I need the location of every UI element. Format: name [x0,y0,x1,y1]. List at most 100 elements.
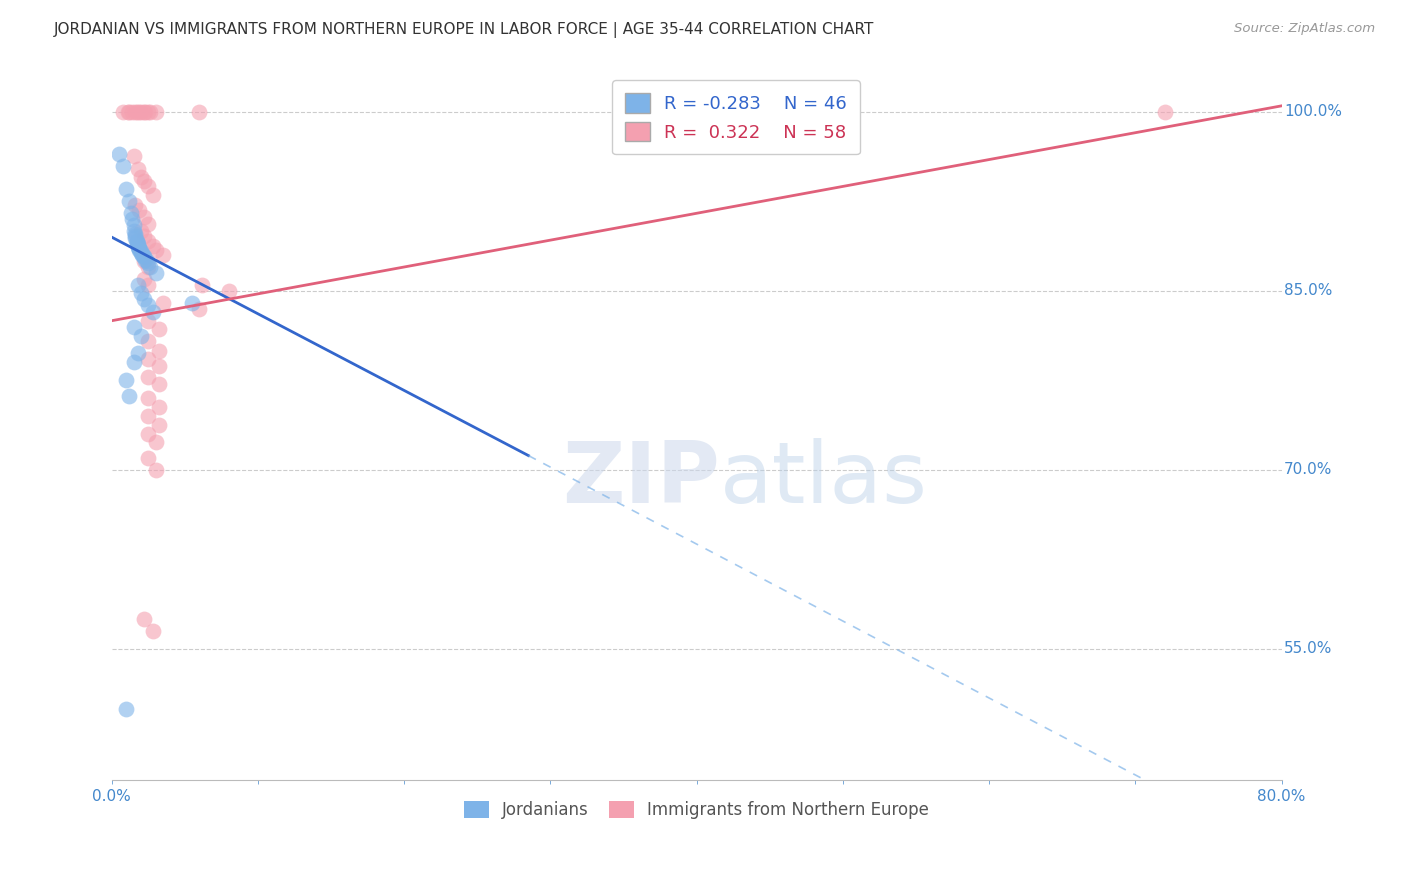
Point [118,104,141,119]
Point [117,104,139,119]
Point [1372,104,1395,119]
Point [122,319,145,334]
Point [127,277,149,292]
Point [136,369,159,384]
Point [132,229,155,244]
Point [145,244,167,258]
Point [115,701,138,715]
Point [136,409,159,424]
Point [115,373,138,387]
Point [148,359,170,373]
Point [136,392,159,406]
Point [112,104,135,119]
Point [136,351,159,366]
Text: 70.0%: 70.0% [1284,462,1333,477]
Point [136,256,159,270]
Point [124,231,146,245]
Point [129,224,152,238]
Point [152,248,174,262]
Point [132,292,155,306]
Point [191,277,214,292]
Point [134,104,156,119]
Legend: Jordanians, Immigrants from Northern Europe: Jordanians, Immigrants from Northern Eur… [457,794,936,826]
Point [136,450,159,465]
Point [142,238,165,252]
Point [148,343,170,358]
Point [136,314,159,328]
Point [145,266,167,280]
Point [148,417,170,432]
Point [129,170,152,185]
Point [129,244,152,259]
Point [127,240,149,254]
Point [136,178,159,193]
Point [128,244,150,258]
Point [181,295,204,310]
Point [124,227,146,241]
Point [142,305,165,319]
Y-axis label: In Labor Force | Age 35-44: In Labor Force | Age 35-44 [0,316,8,528]
Point [138,260,160,274]
Point [132,612,155,626]
Point [121,212,143,227]
Point [188,104,211,119]
Point [218,284,240,298]
Text: atlas: atlas [720,438,928,521]
Point [127,162,149,177]
Point [136,217,159,231]
Point [148,400,170,414]
Point [132,104,155,119]
Point [129,286,152,301]
Point [152,295,174,310]
Text: 55.0%: 55.0% [1284,641,1333,657]
Text: 100.0%: 100.0% [1284,104,1341,120]
Point [132,254,155,268]
Point [1153,104,1175,119]
Point [136,104,159,119]
Point [136,260,159,274]
Point [129,104,152,119]
Point [128,202,150,217]
Point [125,104,148,119]
Text: ZIP: ZIP [562,438,720,521]
Point [131,248,153,262]
Point [136,427,159,442]
Point [135,254,157,268]
Point [136,277,159,292]
Text: 85.0%: 85.0% [1284,284,1333,298]
Point [132,249,155,263]
Point [115,182,138,196]
Point [138,104,160,119]
Point [131,247,153,261]
Point [145,104,167,119]
Point [136,234,159,248]
Text: Source: ZipAtlas.com: Source: ZipAtlas.com [1234,22,1375,36]
Point [136,298,159,312]
Point [118,389,141,403]
Point [132,174,155,188]
Point [125,235,148,249]
Point [128,241,150,255]
Text: JORDANIAN VS IMMIGRANTS FROM NORTHERN EUROPE IN LABOR FORCE | AGE 35-44 CORRELAT: JORDANIAN VS IMMIGRANTS FROM NORTHERN EU… [53,22,873,38]
Point [132,272,155,286]
Point [127,346,149,360]
Point [145,435,167,450]
Point [148,376,170,391]
Point [145,463,167,477]
Point [134,252,156,267]
Point [129,329,152,343]
Point [112,159,135,173]
Point [125,234,148,248]
Point [132,251,155,265]
Point [108,146,131,161]
Point [124,229,146,244]
Point [120,206,142,220]
Point [127,238,149,252]
Point [142,188,165,202]
Point [125,236,148,251]
Point [136,334,159,348]
Point [122,218,145,232]
Point [124,104,146,119]
Point [124,198,146,212]
Point [127,237,149,252]
